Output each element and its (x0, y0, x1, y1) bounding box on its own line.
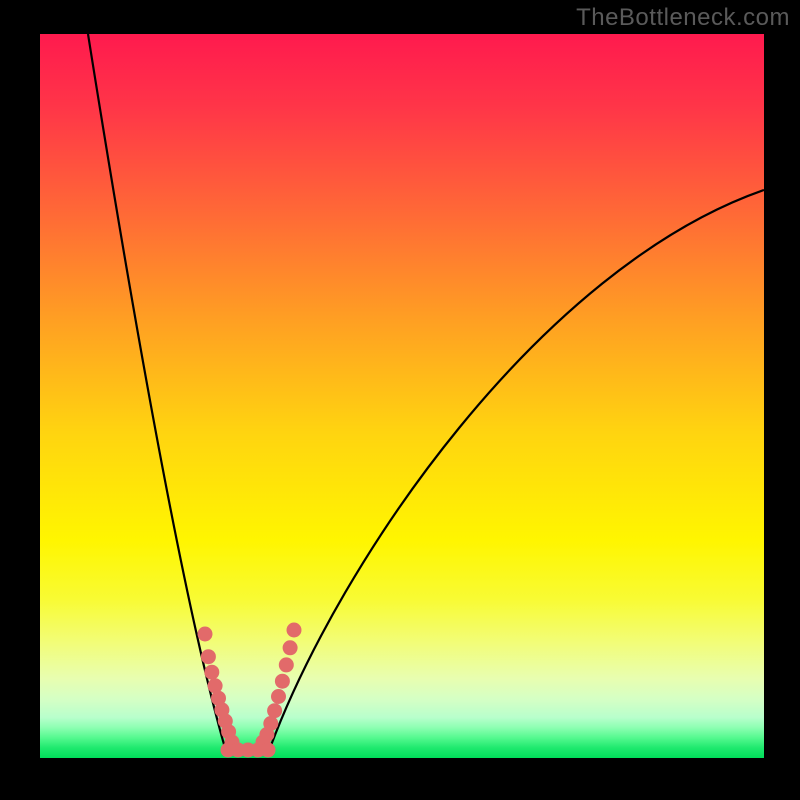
bottleneck-curve-chart (0, 0, 800, 800)
marker-dot (261, 743, 276, 758)
marker-dot (271, 689, 286, 704)
chart-container: TheBottleneck.com (0, 0, 800, 800)
marker-dot (279, 657, 294, 672)
marker-dot (201, 649, 216, 664)
marker-dot (204, 665, 219, 680)
marker-dot (267, 703, 282, 718)
marker-dot (275, 674, 290, 689)
watermark-text: TheBottleneck.com (576, 4, 790, 32)
marker-dot (263, 716, 278, 731)
marker-dot (198, 627, 213, 642)
marker-dot (283, 640, 298, 655)
marker-dot (287, 623, 302, 638)
